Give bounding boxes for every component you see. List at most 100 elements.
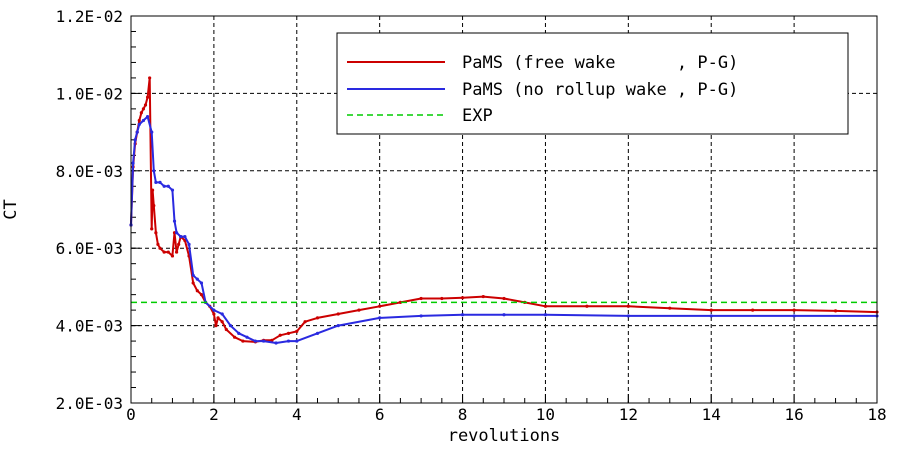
series-1-point — [212, 308, 216, 312]
y-tick-label: 8.0E-03 — [56, 162, 123, 181]
series-0-point — [220, 320, 224, 324]
x-axis-title: revolutions — [448, 426, 561, 446]
series-0-point — [481, 294, 485, 299]
series-1-point — [220, 312, 224, 316]
series-0-point — [148, 76, 152, 80]
x-tick-label: 2 — [209, 405, 219, 424]
series-0-point — [152, 204, 156, 208]
series-1-point — [336, 324, 340, 328]
series-1-point — [199, 281, 204, 285]
series-layer — [129, 76, 879, 345]
series-1-point — [187, 242, 191, 246]
series-0-point — [751, 308, 755, 312]
series-0-point — [378, 304, 382, 308]
series-1-point — [135, 130, 139, 134]
y-tick-label: 1.2E-02 — [56, 7, 123, 26]
series-0-point — [195, 289, 199, 293]
series-0-point — [286, 331, 291, 335]
x-tick-label: 6 — [375, 405, 385, 424]
y-tick-label: 4.0E-03 — [56, 317, 123, 336]
series-0-point — [419, 296, 423, 301]
series-1-point — [245, 335, 249, 339]
series-1-point — [295, 339, 299, 343]
series-1-point — [141, 118, 146, 123]
series-0-point — [224, 327, 228, 332]
series-0-point — [145, 95, 150, 99]
y-tick-label: 6.0E-03 — [56, 239, 123, 258]
series-1-point — [274, 341, 278, 345]
series-1-point — [195, 277, 199, 281]
series-1-point — [792, 314, 796, 318]
legend-entry-no-rollup-wake: PaMS (no rollup wake , P-G) — [347, 80, 738, 100]
series-1-point — [166, 184, 170, 188]
series-1-point — [179, 234, 183, 239]
series-1-point — [158, 180, 162, 185]
series-1-point — [183, 234, 187, 239]
legend-entry-free-wake: PaMS (free wake , P-G) — [347, 53, 738, 73]
series-1-point — [170, 188, 175, 192]
series-0-point — [585, 304, 589, 308]
series-0-point — [139, 111, 143, 115]
series-line-0 — [130, 76, 878, 343]
series-line-1 — [130, 115, 877, 344]
series-0-point — [199, 293, 204, 297]
series-1-point — [150, 130, 154, 134]
legend-entry-exp: EXP — [347, 106, 493, 126]
series-0-point — [295, 329, 299, 334]
series-1-point — [626, 314, 630, 318]
series-1-point — [191, 273, 195, 277]
minor-ticks — [130, 15, 878, 404]
legend-box — [336, 32, 849, 135]
legend-label-exp: EXP — [462, 106, 493, 126]
series-1-point — [378, 316, 382, 320]
series-0-point — [440, 296, 444, 301]
series-0-point — [336, 312, 340, 316]
series-0-point — [214, 324, 218, 328]
x-tick-label: 0 — [126, 405, 136, 424]
series-1-point — [253, 339, 257, 343]
plot-frame — [130, 15, 878, 404]
series-1-point — [145, 115, 150, 119]
series-0-point — [626, 304, 630, 308]
series-0-point — [460, 296, 465, 300]
series-0-point — [162, 250, 166, 254]
series-0-point — [270, 338, 274, 342]
y-tick-label: 2.0E-03 — [56, 394, 123, 413]
series-0-point — [166, 250, 170, 254]
x-tick-label: 4 — [292, 405, 302, 424]
series-0-point — [191, 281, 195, 285]
series-0-point — [212, 312, 216, 316]
x-tick-labels: 0 2 4 6 8 10 12 14 16 18 — [126, 405, 886, 424]
series-0-point — [170, 254, 175, 258]
x-tick-label: 12 — [619, 405, 638, 424]
series-1-point — [419, 314, 423, 318]
y-axis-title: CT — [1, 199, 21, 219]
x-tick-label: 16 — [784, 405, 803, 424]
series-0-point — [398, 300, 402, 304]
legend-label-no-rollup-wake: PaMS (no rollup wake , P-G) — [462, 80, 738, 100]
series-0-point — [315, 316, 320, 320]
series-0-point — [303, 320, 307, 324]
series-1-point — [502, 313, 506, 317]
series-0-point — [357, 308, 361, 312]
series-0-point — [216, 316, 220, 320]
legend: PaMS (free wake , P-G) PaMS (no rollup w… — [336, 32, 849, 135]
series-1-point — [262, 339, 266, 343]
series-0-point — [543, 304, 548, 308]
series-0-point — [137, 118, 141, 123]
series-1-point — [228, 324, 233, 328]
series-1-point — [237, 331, 241, 335]
series-1-point — [131, 161, 135, 165]
series-0-point — [278, 333, 282, 337]
series-0-point — [241, 339, 245, 343]
series-0-point — [502, 296, 506, 301]
series-1-point — [286, 339, 291, 343]
series-0-point — [154, 231, 158, 235]
x-tick-label: 18 — [867, 405, 886, 424]
series-0-point — [143, 103, 148, 107]
series-1-point — [315, 331, 320, 335]
series-0-point — [177, 242, 181, 246]
x-tick-label: 10 — [536, 405, 555, 424]
series-1-point — [543, 313, 548, 317]
